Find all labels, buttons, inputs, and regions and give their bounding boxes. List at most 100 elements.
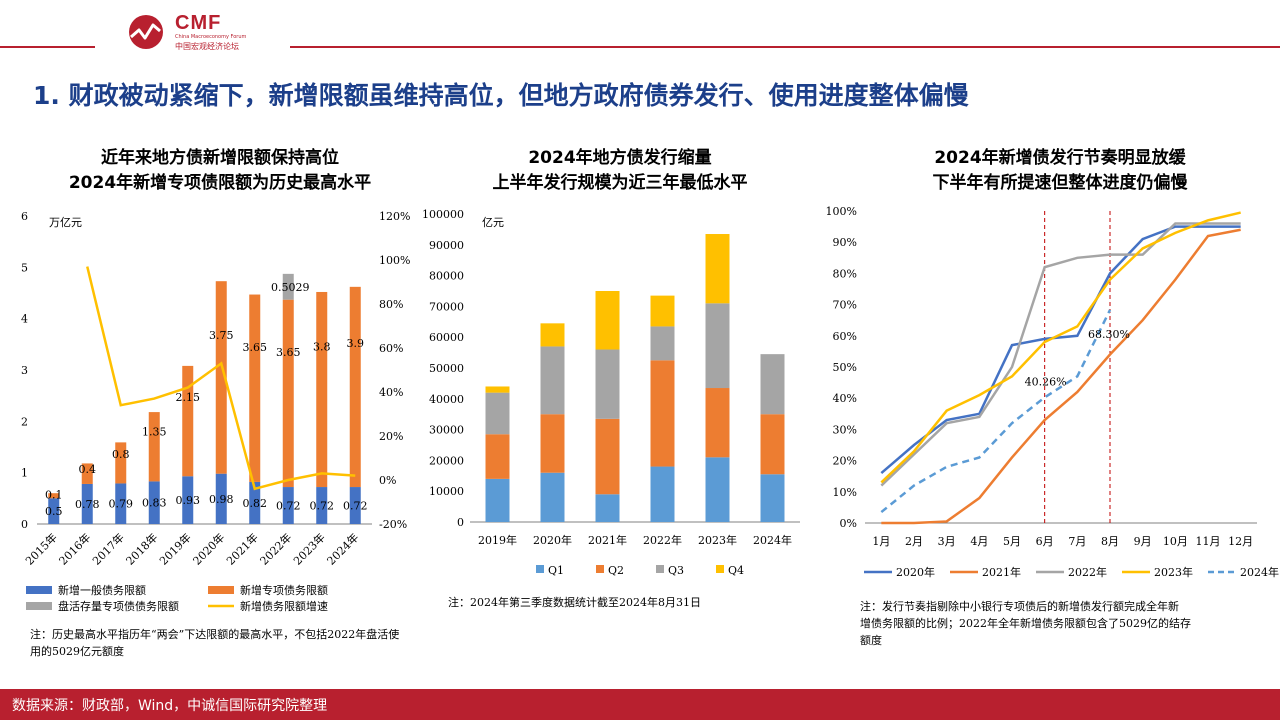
y-tick-label: 30000 (429, 424, 464, 437)
bar-q1 (595, 494, 620, 522)
legend-label: 新增债务限额增速 (240, 599, 328, 613)
y-tick-label: 50000 (429, 362, 464, 375)
legend-swatch (596, 565, 604, 573)
bar-q2 (540, 414, 565, 473)
data-label-special: 3.9 (347, 337, 365, 350)
x-tick-label: 6月 (1036, 535, 1054, 548)
y-tick-label: 4 (21, 313, 28, 326)
x-tick-label: 2018年 (123, 530, 160, 567)
x-tick-label: 5月 (1003, 535, 1021, 548)
data-label-general: 0.93 (176, 494, 201, 507)
y-tick-label: 0 (21, 518, 28, 531)
bar-q3 (650, 326, 675, 361)
bar-0 (349, 487, 361, 524)
data-label-general: 0.98 (209, 493, 234, 506)
chart3-note: 注：发行节奏指剔除中小银行专项债后的新增债发行额完成全年新 增债务限额的比例；2… (860, 598, 1260, 649)
x-tick-label: 8月 (1101, 535, 1119, 548)
page-title: 1. 财政被动紧缩下，新增限额虽维持高位，但地方政府债券发行、使用进度整体偏慢 (33, 81, 969, 110)
x-tick-label: 2021年 (223, 530, 260, 567)
y-tick-label: 10% (833, 486, 857, 499)
legend-label: 2020年 (896, 565, 935, 579)
y-tick-label: 1 (21, 467, 28, 480)
bar-0 (81, 483, 93, 524)
chart1-title-line1: 近年来地方债新增限额保持高位 (101, 148, 339, 168)
bar-0 (282, 487, 294, 524)
legend-swatch (536, 565, 544, 573)
legend-swatch (26, 602, 52, 610)
x-tick-label: 2月 (905, 535, 923, 548)
x-tick-label: 4月 (970, 535, 988, 548)
bar-1 (249, 294, 261, 482)
y2-tick-label: 0% (379, 474, 396, 487)
y-tick-label: 100% (826, 205, 857, 218)
data-source: 数据来源：财政部，Wind，中诚信国际研究院整理 (12, 698, 328, 714)
data-label-special: 3.65 (243, 341, 268, 354)
chart3-title: 2024年新增债发行节奏明显放缓 下半年有所提速但整体进度仍偏慢 (860, 146, 1260, 196)
data-label-special: 1.35 (142, 425, 167, 438)
y-tick-label: 3 (21, 364, 28, 377)
bar-q1 (650, 466, 675, 522)
growth-rate-line (86, 266, 356, 491)
x-tick-label: 2020年 (190, 530, 227, 567)
bar-q3 (485, 392, 510, 435)
bar-q2 (595, 418, 620, 495)
y-tick-label: 90% (833, 236, 857, 249)
y-tick-label: 10000 (429, 485, 464, 498)
x-tick-label: 2017年 (89, 530, 126, 567)
data-label-general: 0.79 (109, 498, 134, 511)
y-tick-label: 80000 (429, 270, 464, 283)
bar-q3 (705, 303, 730, 389)
chart2-title: 2024年地方债发行缩量 上半年发行规模为近三年最低水平 (430, 146, 810, 196)
bar-1 (115, 442, 127, 484)
x-tick-label: 11月 (1196, 535, 1221, 548)
x-tick-label: 12月 (1228, 535, 1253, 548)
data-label-general: 0.82 (243, 497, 268, 510)
legend-label: 新增一般债务限额 (58, 583, 146, 597)
y-axis-unit-label: 万亿元 (49, 216, 82, 229)
bar-1 (349, 286, 361, 488)
y-tick-label: 60% (833, 330, 857, 343)
line-series-2022年 (880, 222, 1241, 487)
x-tick-label: 2024年 (753, 533, 792, 547)
bar-q3 (595, 349, 620, 419)
y-tick-label: 100000 (422, 208, 464, 221)
bar-q4 (540, 323, 565, 347)
y2-tick-label: 40% (379, 386, 403, 399)
x-tick-label: 2015年 (22, 530, 59, 567)
line-series-2021年 (881, 228, 1241, 525)
bar-1 (81, 463, 93, 484)
chart3-progress-line-chart: 0% 10% 20% 30% 40% 50% 60% 70% 80% 90% 100% 1月 2月 3月 4… (826, 205, 1279, 579)
y-tick-label: 60000 (429, 331, 464, 344)
y-tick-label: 70% (833, 299, 857, 312)
bar-q3 (760, 354, 785, 415)
line-series-2023年 (880, 211, 1241, 484)
annotation-label: 68.30% (1088, 328, 1130, 341)
data-label-special: 0.4 (79, 463, 97, 476)
x-tick-label: 2021年 (588, 533, 627, 547)
header-rule-right (290, 46, 1280, 48)
bar-2 (282, 273, 294, 300)
chart3-title-line2: 下半年有所提速但整体进度仍偏慢 (932, 173, 1188, 193)
bar-1 (182, 365, 194, 477)
bar-q3 (540, 346, 565, 415)
x-tick-label: 2019年 (156, 530, 193, 567)
x-tick-label: 9月 (1134, 535, 1152, 548)
y-tick-label: 40000 (429, 393, 464, 406)
logo-text: CMF (175, 12, 222, 34)
chart3-note-line3: 额度 (860, 634, 882, 647)
bar-0 (316, 487, 328, 524)
data-label-special: 3.65 (276, 346, 301, 359)
bar-0 (249, 481, 261, 524)
y-tick-label: 30% (833, 423, 857, 436)
legend-swatch (716, 565, 724, 573)
data-label-stock: 0.5029 (271, 281, 310, 294)
chart3-title-line1: 2024年新增债发行节奏明显放缓 (934, 148, 1186, 168)
data-label-special: 3.8 (313, 341, 331, 354)
cmf-logo-icon (129, 15, 163, 49)
legend-label: Q1 (548, 564, 564, 577)
chart2-note: 注：2024年第三季度数据统计截至2024年8月31日 (448, 596, 701, 609)
chart2-title-line1: 2024年地方债发行缩量 (528, 148, 712, 168)
data-label-special: 0.1 (45, 489, 63, 502)
data-label-special: 3.75 (209, 329, 234, 342)
x-tick-label: 2024年 (324, 530, 361, 567)
